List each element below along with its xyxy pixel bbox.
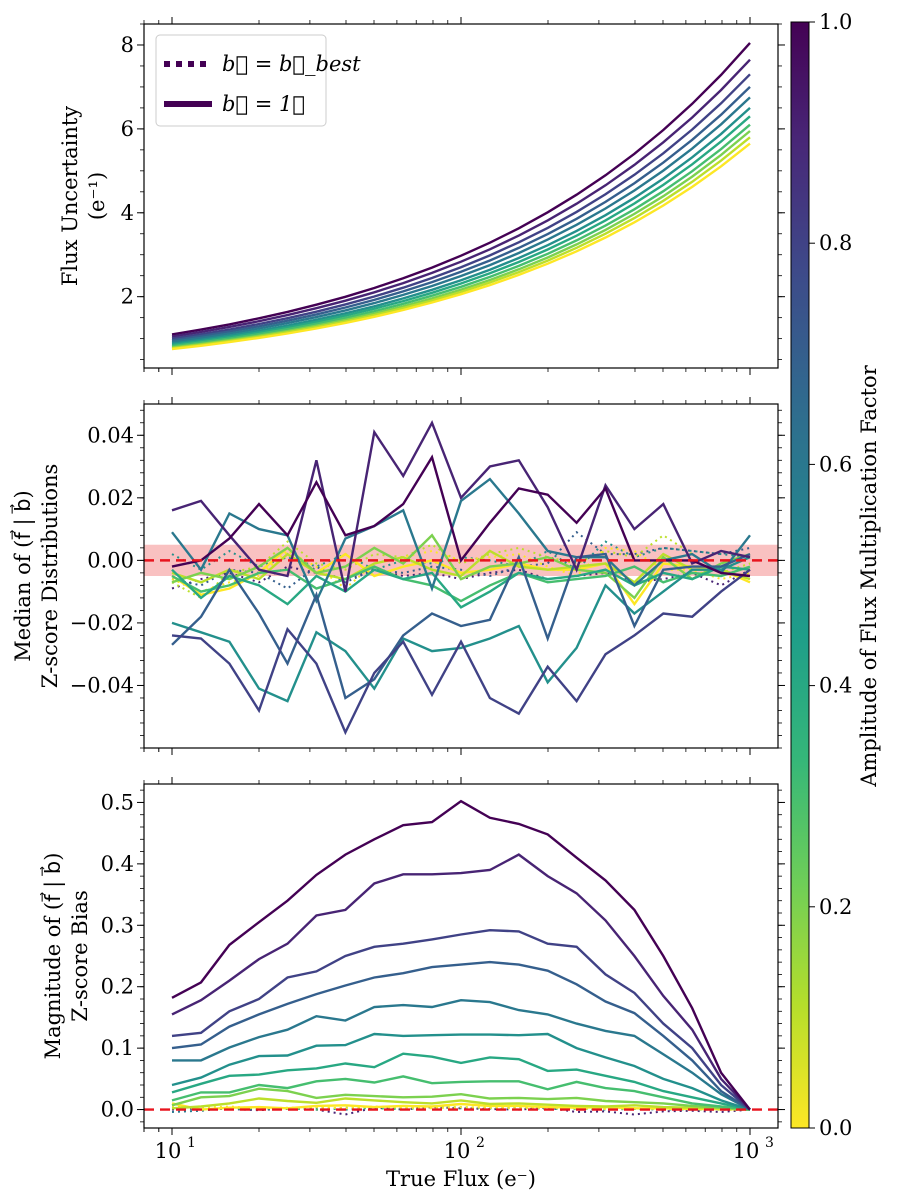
y-tick-label: 0.1 — [101, 1036, 134, 1060]
uncertainty-line — [171, 73, 751, 340]
x-tick-label: 10 — [444, 1139, 471, 1163]
y-axis-label-line2: Z-score Distributions — [38, 464, 62, 689]
y-tick-label: −0.04 — [70, 673, 134, 697]
y-tick-label: −0.02 — [70, 611, 134, 635]
bias-magnitude-panel: 0.0 0.1 0.2 0.3 0.4 0.5 10 1 10 2 10 3 Magnitude of… — [40, 777, 785, 1191]
uncertainty-line — [171, 142, 751, 351]
solid-series-line — [171, 477, 751, 604]
y-tick-label: 0.02 — [87, 486, 134, 510]
legend-label-one: b⃗ = 1⃗ — [222, 92, 305, 116]
solid-series-line — [171, 419, 751, 592]
colorbar-bar — [790, 21, 810, 1129]
colorbar-tick-label: 0.0 — [819, 1116, 852, 1140]
solid-series-line — [171, 1052, 751, 1111]
y-tick-label: 0.4 — [101, 852, 134, 876]
uncertainty-line — [171, 107, 751, 345]
solid-series-line — [171, 1097, 751, 1111]
solid-series-line — [171, 799, 751, 1111]
colorbar-ticks: 0.0 0.2 0.4 0.6 0.8 1.0 — [809, 10, 852, 1140]
colorbar-label: Amplitude of Flux Multiplication Factor — [857, 364, 881, 787]
x-tick-exponent: 2 — [476, 1135, 485, 1151]
flux-uncertainty-panel: 2 4 6 8 Flux Uncertainty (e⁻¹) b⃗ = b⃗_best… — [58, 17, 785, 375]
x-tick-label: 10 — [155, 1139, 182, 1163]
y-axis-label-line1: Median of (f⃗ | b⃗) — [10, 490, 36, 661]
uncertainty-line — [171, 123, 751, 348]
median-zscore-panel: −0.04 −0.02 0.00 0.02 0.04 Median of (f⃗ | b… — [10, 397, 785, 755]
x-tick-exponent: 3 — [765, 1135, 774, 1151]
dotted-series-line — [171, 1105, 750, 1113]
axis-ticks: −0.04 −0.02 0.00 0.02 0.04 — [70, 397, 785, 755]
uncertainty-line — [171, 96, 751, 344]
uncertainty-line — [171, 115, 751, 347]
uncertainty-line — [171, 42, 751, 336]
solid-series-line — [171, 1102, 751, 1111]
solid-series-line — [171, 552, 751, 700]
axis-ticks: 0.0 0.1 0.2 0.3 0.4 0.5 10 1 10 2 10 3 — [101, 777, 785, 1163]
y-tick-label: 0.2 — [101, 975, 134, 999]
y-tick-label: 6 — [121, 117, 134, 141]
axis-ticks: 2 4 6 8 — [121, 17, 785, 375]
y-tick-label: 0.0 — [101, 1098, 134, 1122]
median-zscore-series — [171, 419, 751, 736]
solid-series-line — [171, 533, 751, 600]
solid-series-line — [171, 960, 751, 1111]
solid-series-line — [171, 565, 751, 609]
solid-series-line — [171, 853, 751, 1111]
colorbar-tick-label: 0.6 — [819, 452, 852, 476]
x-tick-label: 10 — [733, 1139, 760, 1163]
solid-series-line — [171, 556, 751, 703]
y-tick-label: 0.00 — [87, 548, 134, 572]
bias-magnitude-series — [171, 799, 751, 1116]
uncertainty-line — [171, 136, 751, 350]
colorbar: 0.0 0.2 0.4 0.6 0.8 1.0 Amplitude of Flux Mul… — [790, 10, 881, 1140]
uncertainty-line — [171, 86, 751, 342]
y-tick-label: 0.3 — [101, 913, 134, 937]
solid-series-line — [171, 928, 751, 1111]
y-tick-label: 4 — [121, 201, 134, 225]
legend-label-best: b⃗ = b⃗_best — [222, 52, 361, 76]
solid-series-line — [171, 454, 751, 578]
colorbar-tick-label: 0.8 — [819, 231, 852, 255]
x-axis-label: True Flux (e⁻) — [386, 1167, 536, 1191]
flux-uncertainty-series — [171, 42, 751, 351]
solid-series-line — [171, 568, 751, 736]
y-tick-label: 0.04 — [87, 423, 134, 447]
colorbar-tick-label: 0.4 — [819, 674, 852, 698]
y-axis-label-line2: (e⁻¹) — [85, 172, 109, 220]
y-axis-label-line2: Z-score Bias — [68, 890, 92, 1021]
solid-series-line — [171, 1032, 751, 1111]
solid-series-line — [172, 998, 751, 1111]
x-tick-exponent: 1 — [187, 1135, 196, 1151]
solid-series-line — [171, 1087, 751, 1111]
colorbar-tick-label: 0.2 — [819, 895, 852, 919]
legend: b⃗ = b⃗_best b⃗ = 1⃗ — [155, 34, 361, 127]
y-axis-label-line1: Flux Uncertainty — [58, 106, 82, 286]
solid-series-line — [171, 1075, 751, 1111]
y-tick-label: 0.5 — [101, 790, 134, 814]
y-tick-label: 2 — [121, 285, 134, 309]
uncertainty-line — [171, 58, 751, 338]
y-axis-label-line1: Magnitude of (f⃗ | b⃗) — [40, 853, 66, 1060]
y-tick-label: 8 — [121, 33, 134, 57]
colorbar-tick-label: 1.0 — [819, 10, 852, 34]
dotted-series-line — [171, 530, 751, 590]
